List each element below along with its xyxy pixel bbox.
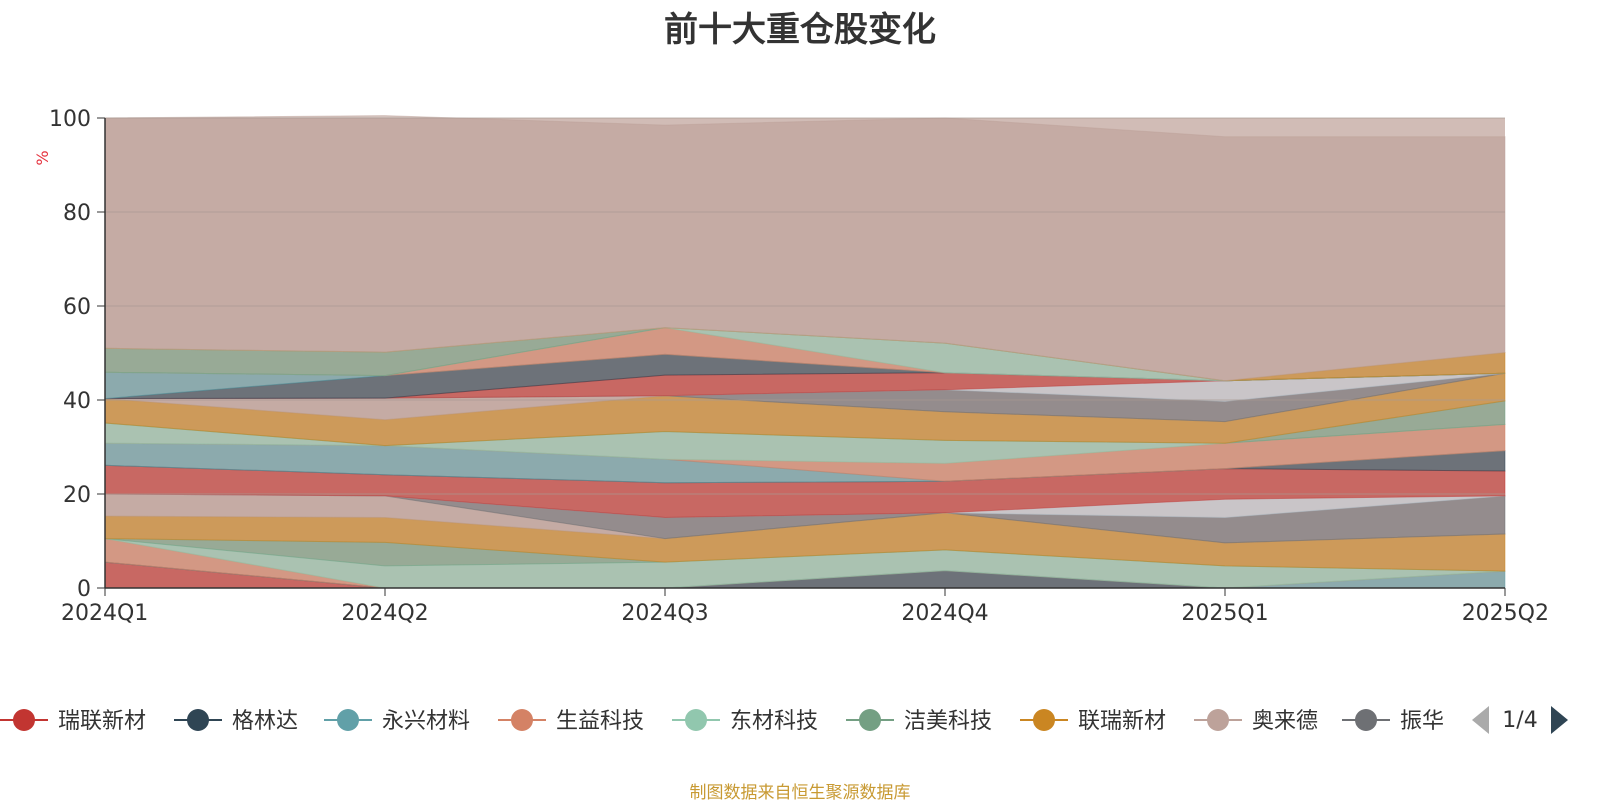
legend-item-7[interactable]: 奥来德 bbox=[1194, 709, 1318, 734]
legend-label-7: 奥来德 bbox=[1252, 709, 1318, 734]
x-tick-label-4: 2025Q1 bbox=[1181, 601, 1268, 626]
grid-lines bbox=[105, 117, 1505, 495]
legend-label-6: 联瑞新材 bbox=[1078, 709, 1166, 734]
x-tick-label-3: 2024Q4 bbox=[901, 601, 988, 626]
legend[interactable]: 瑞联新材 格林达 永兴材料 生益科技 东材科技 洁美科技 联瑞新材 奥来德 振华 bbox=[0, 709, 1444, 734]
legend-page-indicator: 1/4 bbox=[1502, 708, 1537, 733]
legend-item-0[interactable]: 瑞联新材 bbox=[0, 709, 146, 734]
y-tick-label-60: 60 bbox=[63, 295, 91, 320]
legend-item-3[interactable]: 生益科技 bbox=[498, 709, 644, 734]
legend-marker-icon-3 bbox=[511, 709, 533, 731]
area-series-27 bbox=[104, 115, 1506, 382]
legend-next-arrow-icon[interactable] bbox=[1551, 706, 1568, 734]
x-tick-label-5: 2025Q2 bbox=[1462, 601, 1549, 626]
legend-label-1: 格林达 bbox=[232, 709, 298, 734]
legend-marker-icon-8 bbox=[1355, 709, 1377, 731]
y-tick-label-100: 100 bbox=[49, 107, 91, 132]
legend-marker-icon-1 bbox=[187, 709, 209, 731]
legend-marker-icon-5 bbox=[859, 709, 881, 731]
y-tick-label-0: 0 bbox=[77, 577, 91, 602]
legend-item-8[interactable]: 振华 bbox=[1342, 709, 1444, 734]
legend-label-5: 洁美科技 bbox=[904, 709, 992, 734]
legend-marker-icon-6 bbox=[1033, 709, 1055, 731]
legend-item-5[interactable]: 洁美科技 bbox=[846, 709, 992, 734]
legend-pager: 1/4 bbox=[1472, 706, 1568, 734]
y-tick-label-80: 80 bbox=[63, 201, 91, 226]
x-tick-label-2: 2024Q3 bbox=[621, 601, 708, 626]
y-axis-ticks: 0 20 40 60 80 100 bbox=[49, 107, 105, 602]
legend-label-8: 振华 bbox=[1400, 709, 1444, 734]
legend-marker-icon-0 bbox=[13, 709, 35, 731]
y-axis-label: % bbox=[33, 150, 52, 165]
legend-label-2: 永兴材料 bbox=[382, 709, 470, 734]
chart-title: 前十大重仓股变化 bbox=[664, 10, 936, 50]
x-tick-label-0: 2024Q1 bbox=[61, 601, 148, 626]
legend-item-4[interactable]: 东材科技 bbox=[672, 709, 818, 734]
area-series-group bbox=[104, 115, 1506, 589]
legend-item-1[interactable]: 格林达 bbox=[174, 709, 298, 734]
legend-prev-arrow-icon[interactable] bbox=[1472, 706, 1489, 734]
y-tick-label-40: 40 bbox=[63, 389, 91, 414]
x-tick-label-1: 2024Q2 bbox=[341, 601, 428, 626]
legend-marker-icon-7 bbox=[1207, 709, 1229, 731]
legend-label-0: 瑞联新材 bbox=[58, 709, 146, 734]
x-axis-ticks: 2024Q1 2024Q2 2024Q3 2024Q4 2025Q1 2025Q2 bbox=[61, 588, 1549, 626]
data-source-note: 制图数据来自恒生聚源数据库 bbox=[689, 783, 911, 803]
legend-label-3: 生益科技 bbox=[556, 709, 644, 734]
legend-item-2[interactable]: 永兴材料 bbox=[324, 709, 470, 734]
y-tick-label-20: 20 bbox=[63, 483, 91, 508]
legend-marker-icon-2 bbox=[337, 709, 359, 731]
legend-item-6[interactable]: 联瑞新材 bbox=[1020, 709, 1166, 734]
legend-marker-icon-4 bbox=[685, 709, 707, 731]
legend-label-4: 东材科技 bbox=[730, 709, 818, 734]
